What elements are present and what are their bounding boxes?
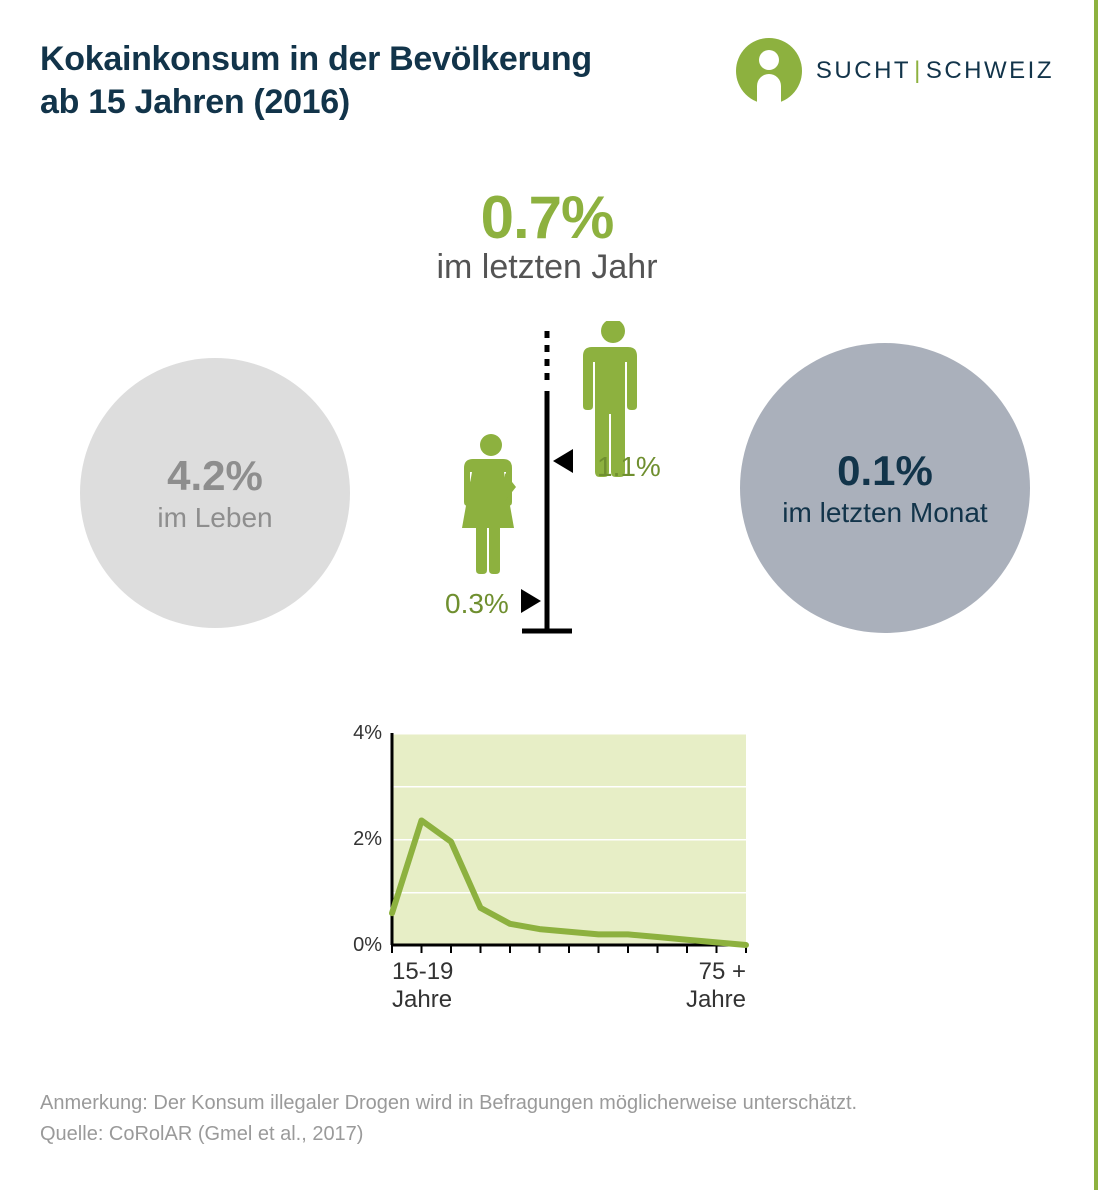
gauge-female-value: 0.3%: [445, 588, 509, 619]
footer-note: Anmerkung: Der Konsum illegaler Drogen w…: [40, 1088, 857, 1119]
svg-text:0%: 0%: [353, 934, 382, 956]
brand-left: SUCHT: [816, 57, 911, 84]
headline-stat: 0.7% im letzten Jahr: [0, 183, 1094, 287]
stat-circle-lifetime-value: 4.2%: [167, 452, 263, 500]
svg-text:15-19: 15-19: [392, 958, 453, 985]
brand-sep: |: [911, 57, 926, 84]
svg-text:Jahre: Jahre: [392, 986, 452, 1013]
title-line-1: Kokainkonsum in der Bevölkerung: [40, 40, 592, 78]
svg-text:4%: 4%: [353, 723, 382, 744]
header: Kokainkonsum in der Bevölkerung ab 15 Ja…: [0, 0, 1094, 123]
stat-circle-lastmonth: 0.1% im letzten Monat: [740, 343, 1030, 633]
brand-text: SUCHT|SCHWEIZ: [816, 57, 1054, 85]
stat-circle-lastmonth-label: im letzten Monat: [782, 497, 987, 529]
stat-circle-lifetime: 4.2% im Leben: [80, 358, 350, 628]
svg-text:75 +: 75 +: [699, 958, 746, 985]
headline-label: im letzten Jahr: [0, 248, 1094, 287]
svg-text:2%: 2%: [353, 828, 382, 850]
gauge-male-value: 1.1%: [597, 451, 661, 482]
page-title: Kokainkonsum in der Bevölkerung ab 15 Ja…: [40, 38, 592, 123]
stat-circle-lifetime-label: im Leben: [157, 502, 272, 534]
brand-logo: SUCHT|SCHWEIZ: [736, 38, 1054, 104]
main-area: 0.7% im letzten Jahr 4.2% im Leben 0.1% …: [0, 163, 1094, 963]
svg-text:Jahre: Jahre: [686, 986, 746, 1013]
footer: Anmerkung: Der Konsum illegaler Drogen w…: [40, 1088, 857, 1150]
brand-logo-icon: [736, 38, 802, 104]
gender-gauge: 1.1% 0.3%: [387, 321, 707, 661]
stat-circle-lastmonth-value: 0.1%: [837, 447, 933, 495]
title-line-2: ab 15 Jahren (2016): [40, 83, 350, 121]
headline-value: 0.7%: [0, 183, 1094, 252]
brand-right: SCHWEIZ: [926, 57, 1054, 84]
age-line-chart: 0%2%4%15-19Jahre75 +Jahre: [330, 723, 760, 1023]
footer-source: Quelle: CoRolAR (Gmel et al., 2017): [40, 1119, 857, 1150]
